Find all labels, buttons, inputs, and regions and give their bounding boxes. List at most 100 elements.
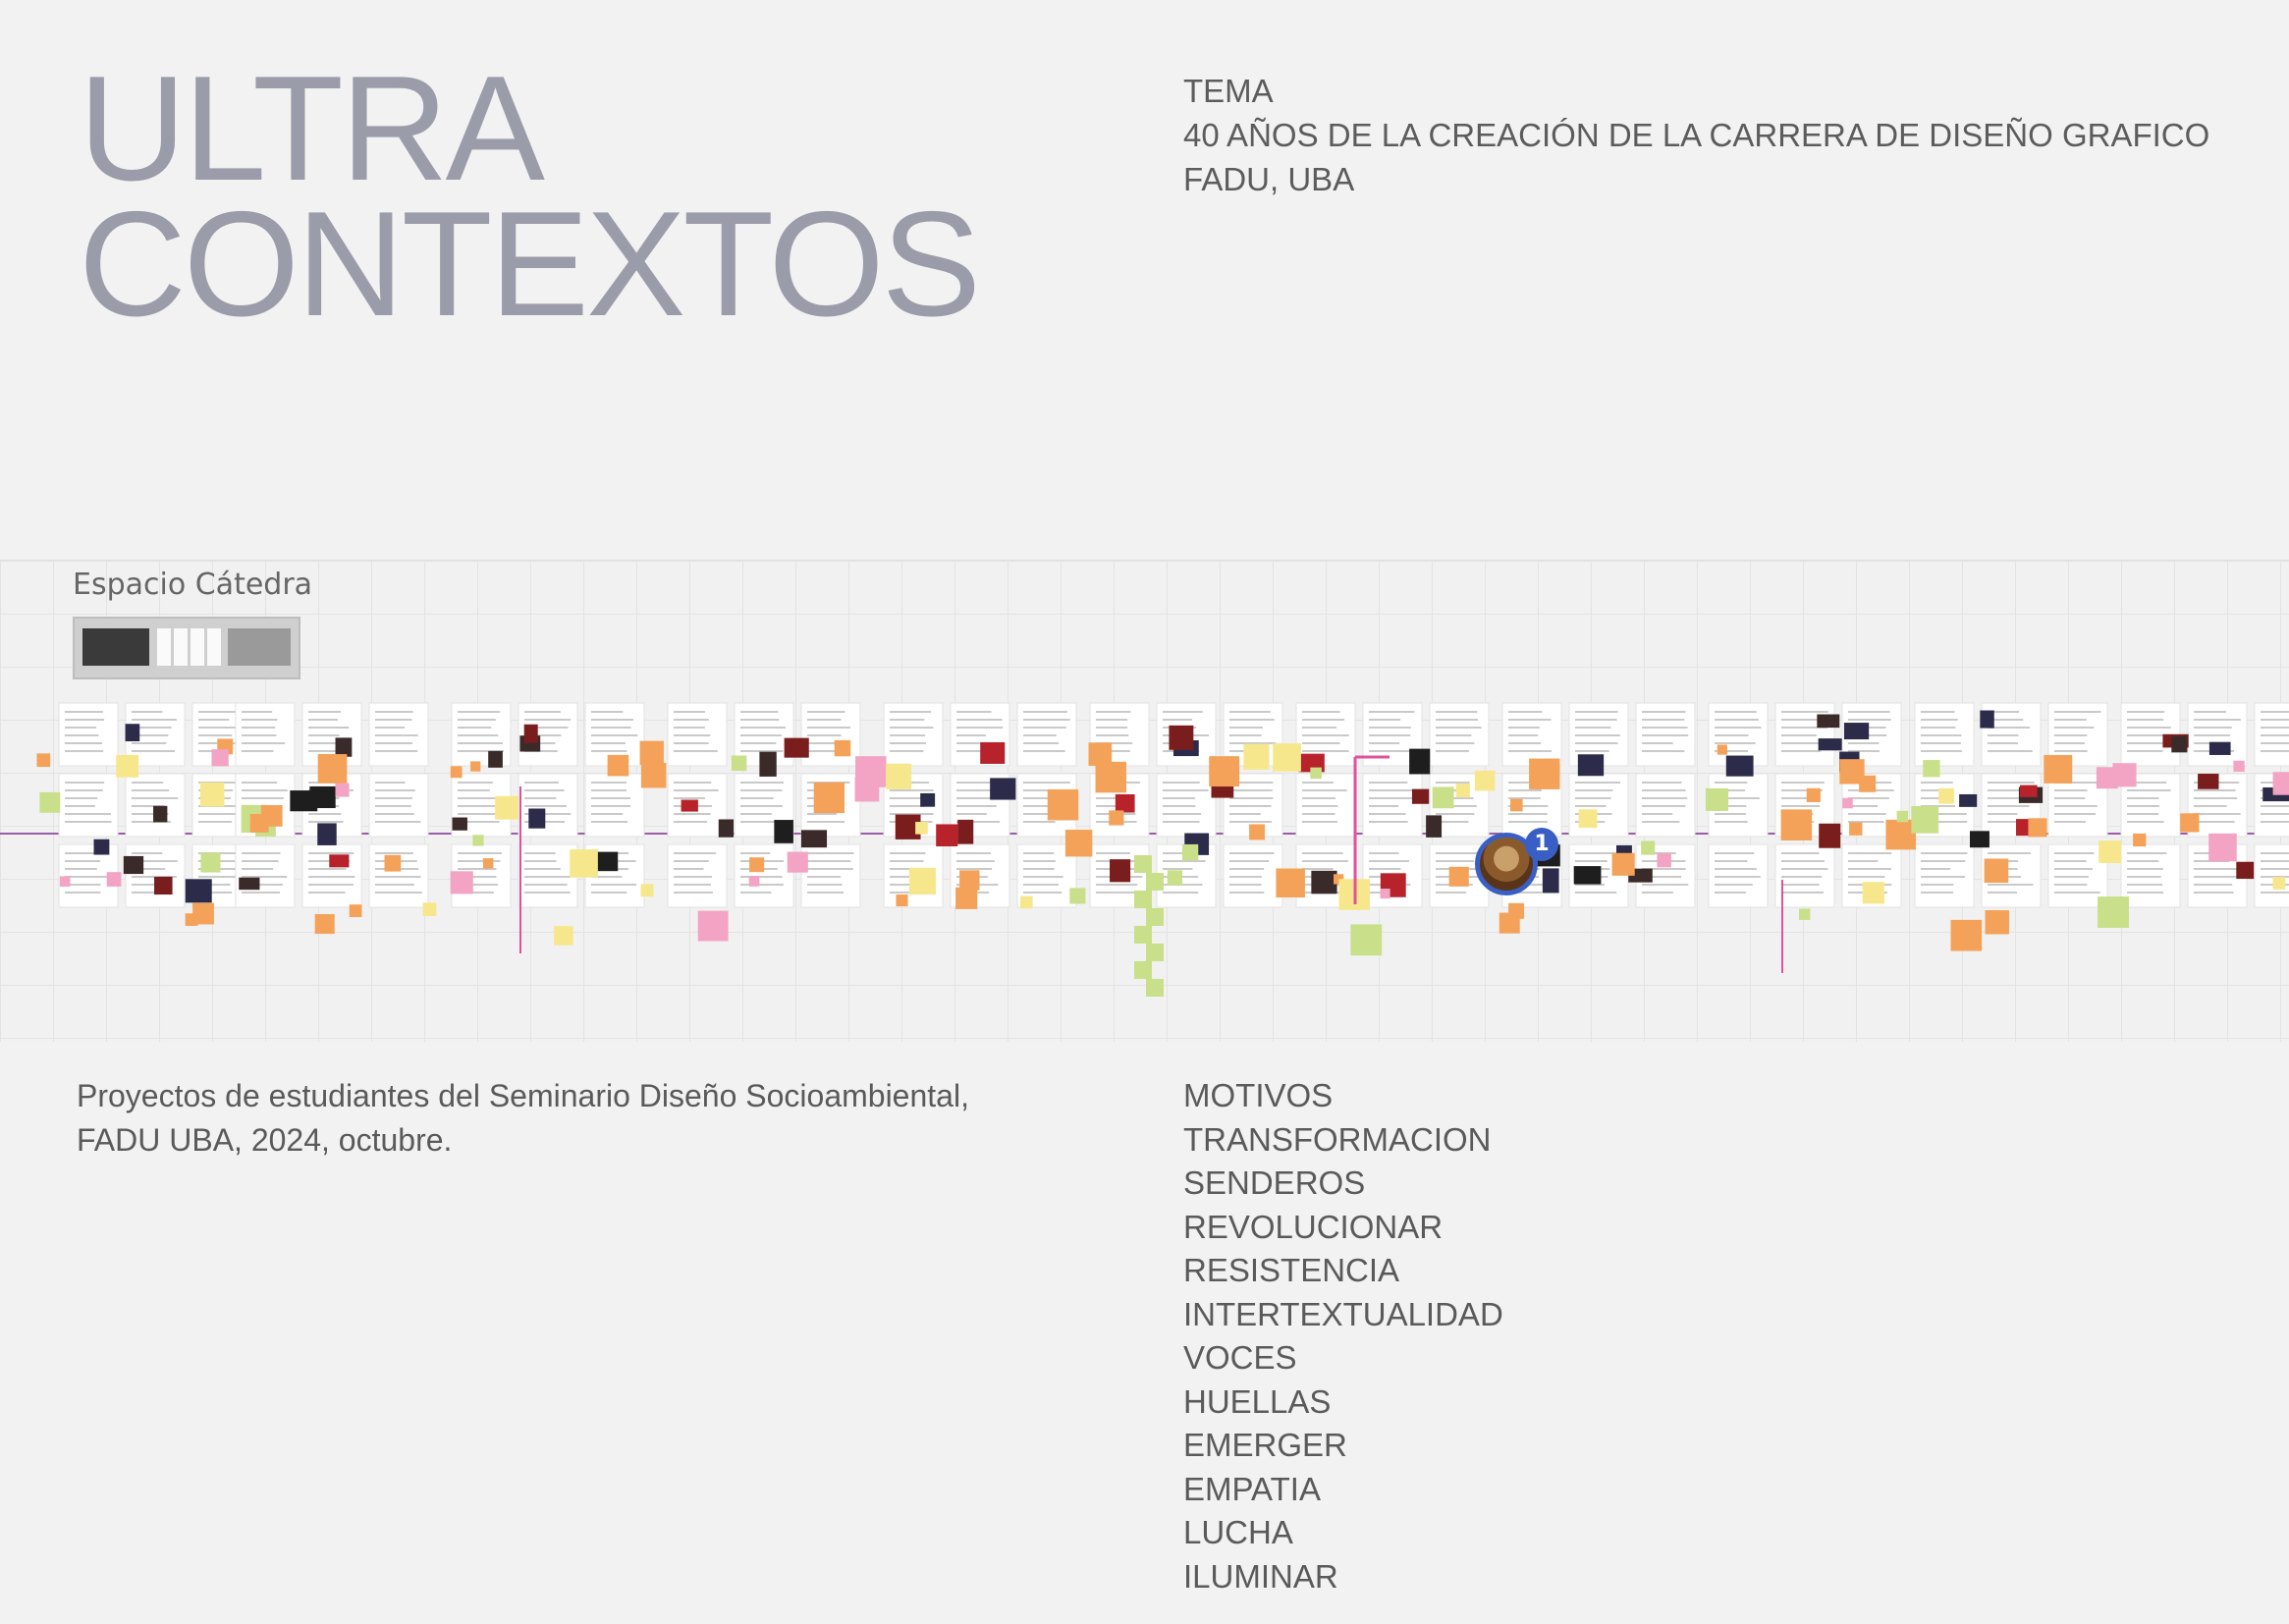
- image-thumbnail: [920, 792, 936, 807]
- sticky-note: [1146, 979, 1164, 997]
- page-text-line: [1715, 876, 1761, 878]
- page-text-line: [740, 782, 785, 784]
- sticky-note: [886, 763, 912, 789]
- page-text-line: [591, 719, 634, 721]
- board-canvas[interactable]: [0, 560, 2289, 1042]
- page-text-line: [591, 892, 627, 893]
- sticky-note: [896, 893, 908, 907]
- page-text-line: [198, 884, 231, 886]
- sticky-note: [1938, 787, 1955, 804]
- page-text-line: [2127, 797, 2159, 799]
- page-text-line: [1848, 813, 1886, 815]
- page-text-line: [1921, 734, 1962, 736]
- page-text-line: [375, 813, 414, 815]
- page-text-line: [2194, 821, 2235, 823]
- page-text-line: [807, 727, 851, 729]
- image-thumbnail: [335, 737, 353, 757]
- tema-line-2: FADU, UBA: [1183, 161, 1355, 197]
- notification-badge[interactable]: 1: [1525, 828, 1558, 861]
- page-text-line: [674, 734, 711, 736]
- sticky-note: [59, 876, 71, 887]
- page-text-line: [2127, 727, 2171, 729]
- sticky-note: [192, 902, 214, 925]
- page-text-line: [1715, 734, 1749, 736]
- sticky-note: [1334, 874, 1344, 885]
- page-text-line: [1848, 876, 1885, 878]
- page-text-line: [2054, 750, 2088, 752]
- page-text-line: [2127, 868, 2163, 870]
- page-text-line: [2054, 797, 2086, 799]
- page-text-line: [132, 750, 176, 752]
- page-text-line: [1023, 750, 1065, 752]
- page-text-line: [2194, 884, 2233, 886]
- page-text-line: [1023, 789, 1056, 791]
- page-text-line: [1848, 868, 1891, 870]
- page-text-line: [2261, 742, 2289, 744]
- sticky-note: [787, 851, 808, 873]
- page-text-line: [1988, 797, 2034, 799]
- motivo-item: ILUMINAR: [1183, 1557, 1338, 1595]
- page-text-line: [132, 868, 166, 870]
- page-text-line: [740, 884, 784, 886]
- page-text-line: [1848, 742, 1880, 744]
- page-text-line: [1369, 860, 1409, 862]
- page-text-line: [2054, 742, 2086, 744]
- page-text-line: [1508, 813, 1548, 815]
- page-text-line: [956, 813, 987, 815]
- page-text-line: [890, 750, 924, 752]
- page-text-line: [1369, 782, 1408, 784]
- image-thumbnail: [718, 819, 735, 838]
- page-text-line: [1163, 892, 1199, 893]
- page-text-line: [1023, 727, 1066, 729]
- page-text-line: [524, 813, 572, 815]
- page-text-line: [956, 782, 1002, 784]
- page-text-line: [458, 711, 501, 713]
- page-text-line: [2261, 876, 2289, 878]
- sticky-note: [2096, 767, 2118, 789]
- page-text-line: [740, 734, 783, 736]
- sticky-note: [1276, 868, 1305, 898]
- page-text-line: [890, 868, 924, 870]
- motivo-item: EMPATIA: [1183, 1470, 1321, 1507]
- page-text-line: [1369, 789, 1415, 791]
- page-text-line: [1575, 789, 1613, 791]
- page-text-line: [458, 719, 496, 721]
- page-text-line: [242, 711, 273, 713]
- page-text-line: [198, 734, 233, 736]
- page-text-line: [1229, 789, 1273, 791]
- page-text-line: [198, 727, 237, 729]
- motivo-item: RESISTENCIA: [1183, 1252, 1400, 1288]
- page-text-line: [1369, 797, 1416, 799]
- image-thumbnail: [1817, 714, 1840, 729]
- page-text-line: [524, 727, 569, 729]
- page-text-line: [308, 868, 347, 870]
- page-text-line: [65, 719, 105, 721]
- page-text-line: [2054, 860, 2087, 862]
- page-text-line: [1163, 711, 1203, 713]
- page-text-line: [1096, 719, 1128, 721]
- page-text-line: [740, 742, 777, 744]
- page-text-line: [674, 868, 704, 870]
- page-text-line: [1715, 805, 1747, 807]
- page-text-line: [2127, 789, 2171, 791]
- page-text-line: [458, 813, 502, 815]
- motivo-item: SENDEROS: [1183, 1164, 1366, 1201]
- page-text-line: [1781, 797, 1820, 799]
- page-text-line: [2127, 711, 2165, 713]
- page-text-line: [132, 813, 169, 815]
- page-text-line: [308, 892, 346, 893]
- page-text-line: [807, 868, 853, 870]
- image-thumbnail: [185, 879, 212, 903]
- page-text-line: [1642, 734, 1689, 736]
- image-thumbnail: [1409, 748, 1431, 775]
- sticky-note: [1167, 870, 1183, 886]
- space-thumbnail[interactable]: [73, 617, 300, 679]
- page-text-line: [1023, 797, 1062, 799]
- page-text-line: [1575, 734, 1620, 736]
- page-text-line: [242, 719, 278, 721]
- page-text-line: [1023, 892, 1063, 893]
- page-text-line: [1302, 711, 1340, 713]
- image-thumbnail: [1980, 710, 1994, 729]
- sticky-note: [1455, 784, 1470, 798]
- sticky-note: [1134, 926, 1152, 944]
